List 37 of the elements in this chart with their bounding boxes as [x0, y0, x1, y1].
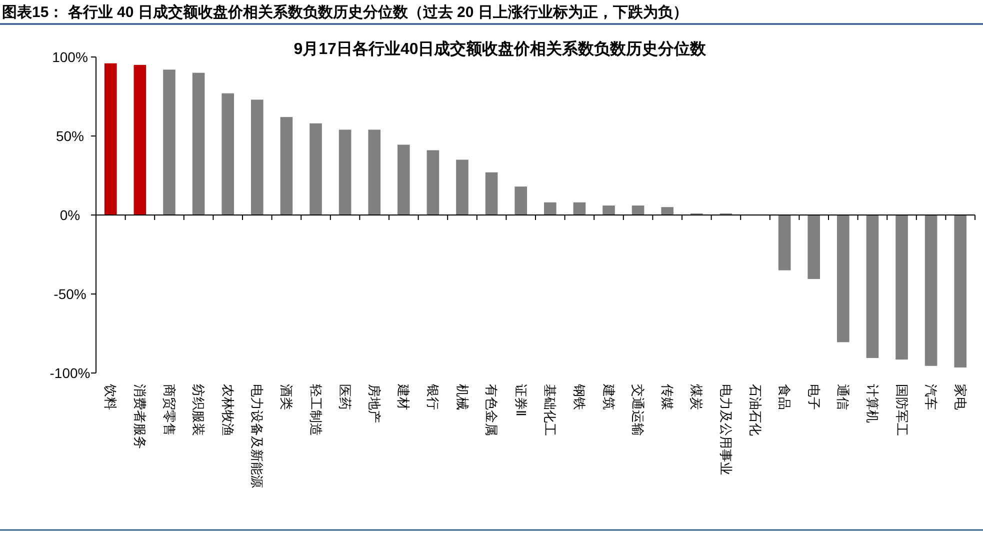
title: 图表15： 各行业 40 日成交额收盘价相关系数负数历史分位数（过去 20 日上涨行业标为正，下跌为负）	[2, 4, 688, 21]
category-label: 电力及公用事业	[718, 384, 734, 475]
category-label: 农林牧渔	[220, 384, 236, 436]
category-label: 汽车	[924, 384, 939, 410]
category-label: 证券Ⅱ	[513, 384, 528, 416]
category-label: 电力设备及新能源	[250, 384, 265, 488]
category-label: 交通运输	[630, 384, 646, 436]
category-label: 石油石化	[748, 384, 763, 436]
category-label: 饮料	[103, 384, 118, 410]
category-label: 有色金属	[484, 384, 500, 436]
category-label: 家电	[952, 384, 968, 410]
category-label: 国防军工	[894, 384, 910, 436]
category-label: 机械	[454, 384, 470, 410]
category-label: 轻工制造	[308, 384, 324, 436]
category-label: 通信	[836, 384, 851, 410]
category-label: 食品	[777, 384, 792, 410]
category-label: 建筑	[601, 384, 616, 410]
y-tick-label: 100%	[52, 49, 88, 65]
y-tick-label: -100%	[50, 365, 90, 381]
category-label: 基础化工	[542, 384, 558, 436]
category-label: 钢铁	[572, 384, 587, 410]
y-tick-label: -50%	[54, 286, 86, 302]
category-label: 建材	[396, 384, 412, 410]
category-label: 银行	[425, 384, 440, 410]
category-label: 消费者服务	[132, 384, 148, 449]
y-tick-label: 0%	[60, 207, 80, 223]
category-label: 医药	[338, 384, 353, 410]
category-label: 煤炭	[689, 384, 704, 410]
subtitle: 9月17日各行业40日成交额收盘价相关系数负数历史分位数	[294, 41, 706, 58]
category-label: 商贸零售	[162, 384, 177, 436]
category-label: 酒类	[278, 384, 294, 410]
category-label: 传媒	[660, 384, 675, 410]
category-label: 房地产	[366, 384, 382, 423]
y-tick-label: 50%	[56, 128, 84, 144]
category-label: 电子	[806, 384, 822, 410]
category-label: 纺织服装	[191, 384, 206, 436]
category-label: 计算机	[864, 384, 880, 423]
